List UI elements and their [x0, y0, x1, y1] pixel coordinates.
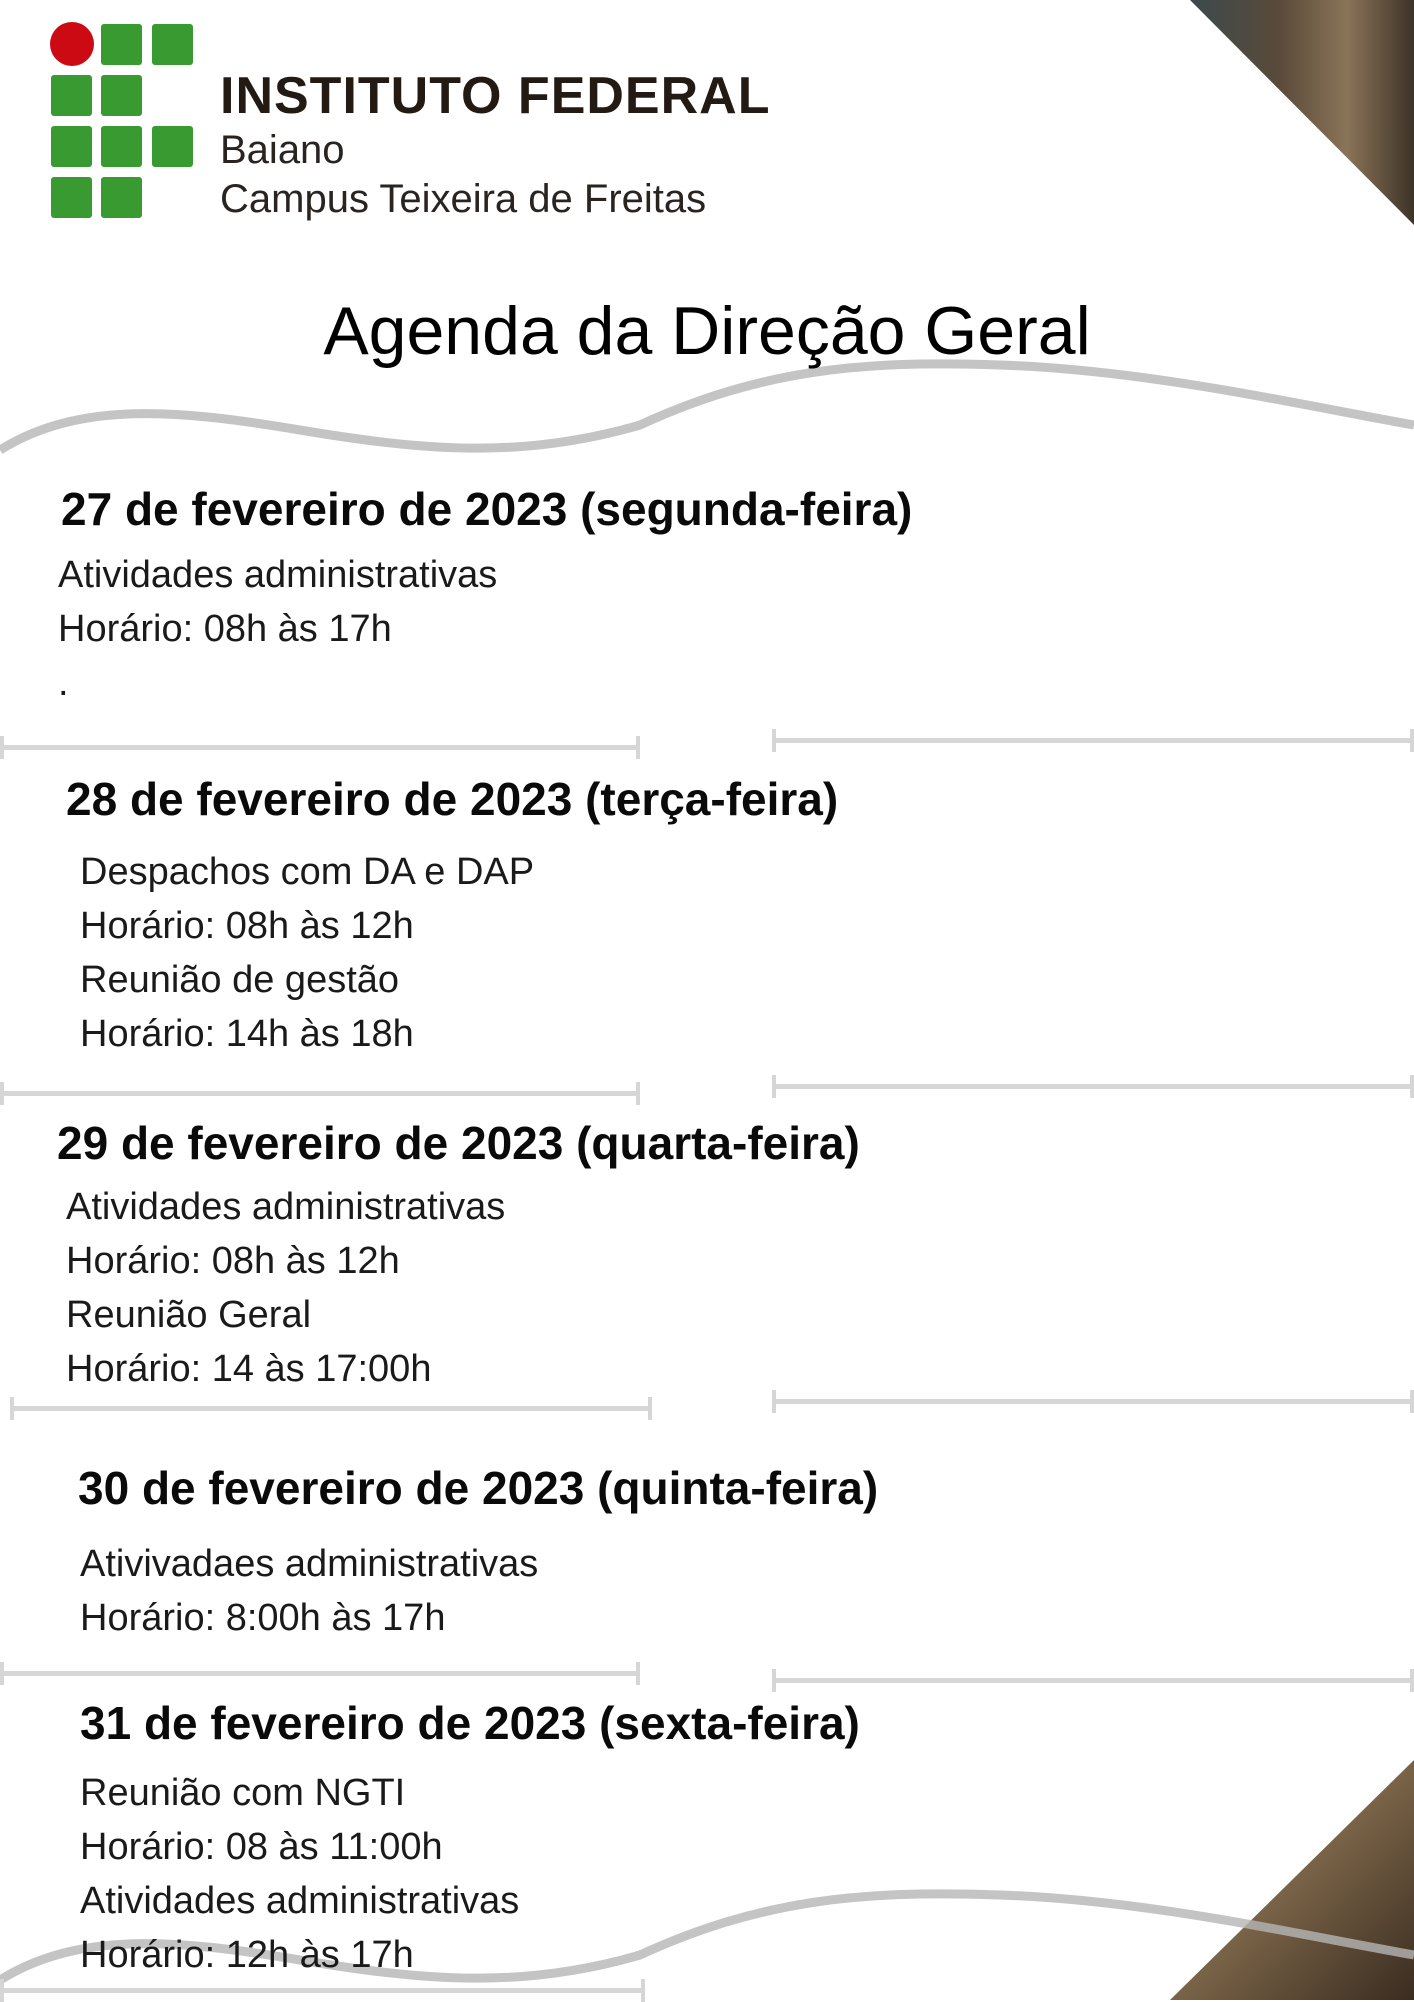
- institution-region: Baiano: [220, 128, 345, 172]
- detail-line: Atividades administrativas: [58, 554, 498, 596]
- detail-line: Horário: 08 às 11:00h: [80, 1826, 443, 1868]
- logo-square: [101, 177, 142, 218]
- day-heading: 29 de fevereiro de 2023 (quarta-feira): [57, 1117, 860, 1169]
- divider: [10, 1397, 652, 1420]
- logo-square: [101, 24, 142, 65]
- logo-square: [152, 24, 193, 65]
- logo-square: [101, 75, 142, 116]
- detail-line: Reunião com NGTI: [80, 1772, 406, 1814]
- detail-line: Horário: 12h às 17h: [80, 1934, 414, 1976]
- day-heading: 30 de fevereiro de 2023 (quinta-feira): [78, 1462, 879, 1514]
- institution-campus: Campus Teixeira de Freitas: [220, 177, 707, 221]
- divider: [772, 729, 1414, 752]
- logo-square: [101, 126, 142, 167]
- detail-line: .: [58, 662, 69, 704]
- detail-line: Horário: 14 às 17:00h: [66, 1348, 432, 1390]
- day-heading: 31 de fevereiro de 2023 (sexta-feira): [80, 1697, 860, 1749]
- divider: [0, 1082, 640, 1105]
- day-details: Atividades administrativas Horário: 08h …: [66, 1180, 505, 1396]
- logo-square: [51, 126, 92, 167]
- day-details: Reunião com NGTI Horário: 08 às 11:00h A…: [80, 1766, 519, 1982]
- detail-line: Horário: 08h às 12h: [80, 905, 414, 947]
- detail-line: Atividades administrativas: [80, 1880, 520, 1922]
- decorative-swoosh-top: [0, 359, 1414, 454]
- divider: [0, 736, 640, 759]
- logo-square: [51, 75, 92, 116]
- detail-line: Horário: 14h às 18h: [80, 1013, 414, 1055]
- books-image-top: [1190, 0, 1414, 225]
- page-title: Agenda da Direção Geral: [323, 293, 1091, 369]
- divider: [772, 1669, 1414, 1692]
- divider: [0, 1979, 645, 2002]
- divider: [772, 1075, 1414, 1098]
- detail-line: Reunião Geral: [66, 1294, 312, 1336]
- detail-line: Atividades administrativas: [66, 1186, 506, 1228]
- logo-red-circle: [50, 22, 94, 66]
- day-heading: 27 de fevereiro de 2023 (segunda-feira): [61, 483, 913, 535]
- day-heading: 28 de fevereiro de 2023 (terça-feira): [66, 773, 839, 825]
- divider: [0, 1662, 640, 1685]
- logo-square: [152, 126, 193, 167]
- detail-line: Horário: 08h às 12h: [66, 1240, 400, 1282]
- detail-line: Ativivadaes administrativas: [80, 1543, 539, 1585]
- divider: [772, 1390, 1414, 1413]
- day-details: Despachos com DA e DAP Horário: 08h às 1…: [80, 845, 534, 1061]
- institution-name: INSTITUTO FEDERAL: [220, 67, 771, 125]
- day-details: Ativivadaes administrativas Horário: 8:0…: [80, 1537, 538, 1645]
- detail-line: Reunião de gestão: [80, 959, 400, 1001]
- logo-square: [51, 177, 92, 218]
- decorative-swoosh-bottom: [0, 1889, 1414, 1984]
- detail-line: Despachos com DA e DAP: [80, 851, 535, 893]
- day-details: Atividades administrativas Horário: 08h …: [58, 548, 497, 710]
- detail-line: Horário: 8:00h às 17h: [80, 1597, 446, 1639]
- detail-line: Horário: 08h às 17h: [58, 608, 392, 650]
